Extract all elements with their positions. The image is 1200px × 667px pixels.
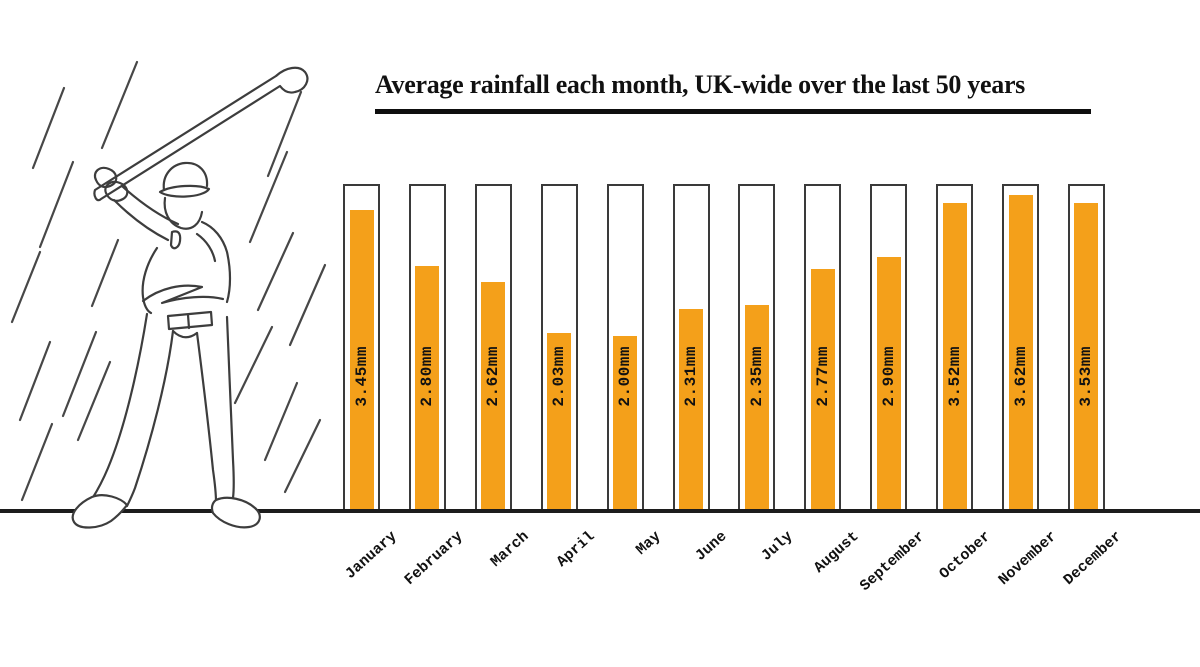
bar-fill-march	[481, 281, 506, 510]
rain-line	[76, 360, 112, 442]
bar-column-august: 2.77mm August	[804, 184, 862, 577]
bar-fill-april	[547, 333, 572, 510]
month-label: June	[692, 528, 731, 565]
rain-line	[288, 263, 327, 347]
baseline-axis	[0, 509, 1200, 513]
bar-fill-december	[1074, 202, 1099, 510]
bar-fill-may	[613, 335, 638, 510]
bar-fill-october	[942, 203, 967, 510]
month-label: March	[487, 528, 533, 571]
golfer-cap	[162, 161, 209, 192]
month-label: April	[553, 528, 599, 571]
golfer-torso	[141, 246, 159, 315]
bar-fill-january	[349, 209, 374, 510]
bar-value-label: 3.52mm	[945, 346, 964, 407]
bar-value-label: 2.35mm	[747, 346, 766, 407]
title-underline	[375, 109, 1091, 114]
golfer-belt	[166, 310, 214, 331]
golf-club	[93, 66, 309, 202]
golfer-sleeve	[195, 232, 217, 263]
bar-value-label: 2.03mm	[550, 346, 569, 407]
bar-column-july: 2.35mm July	[738, 184, 796, 565]
golfer-leg	[195, 331, 218, 504]
golfer-leg	[125, 329, 175, 508]
golfer-shoe	[71, 494, 129, 529]
bar-fill-june	[679, 308, 704, 510]
rain-line	[266, 90, 303, 178]
rain-lines	[10, 60, 327, 502]
golfer-collar	[169, 230, 182, 250]
golfer-cap-brim	[158, 184, 211, 198]
rain-line	[233, 325, 274, 405]
month-label: September	[856, 528, 929, 595]
rain-line	[248, 150, 289, 244]
bar-value-label: 3.62mm	[1011, 346, 1030, 407]
bar-column-march: 2.62mm March	[474, 184, 533, 571]
golfer-arm	[120, 184, 180, 226]
bar-value-label: 2.62mm	[484, 346, 503, 407]
golfer-hand	[104, 180, 129, 202]
bar-value-label: 2.80mm	[418, 346, 437, 407]
bar-value-label: 2.31mm	[682, 346, 701, 407]
golfer-shoe	[210, 496, 261, 529]
rain-line	[18, 340, 52, 422]
golfer-leg	[90, 312, 149, 501]
rain-line	[10, 250, 42, 324]
month-label: May	[633, 528, 665, 559]
golfer-belt-buckle	[186, 313, 191, 330]
month-label: October	[935, 528, 995, 583]
rain-line	[256, 231, 295, 312]
chart-title: Average rainfall each month, UK-wide ove…	[375, 70, 1025, 99]
rain-line	[20, 422, 54, 502]
rain-line	[38, 160, 75, 249]
rain-line	[31, 86, 66, 170]
golfer-hand	[93, 166, 118, 189]
bar-fill-july	[744, 305, 769, 510]
bar-column-december: 3.53mm December	[1061, 184, 1126, 589]
bar-fill-september	[876, 257, 901, 510]
golfer-hips	[171, 329, 199, 339]
bar-value-label: 2.00mm	[616, 346, 635, 407]
bar-column-april: 2.03mm April	[540, 184, 599, 571]
bar-value-label: 2.90mm	[879, 346, 898, 407]
month-label: July	[758, 528, 797, 565]
bar-column-november: 3.62mm November	[995, 184, 1060, 589]
golfer-arm	[112, 198, 170, 242]
bar-column-october: 3.52mm October	[936, 184, 994, 583]
bar-value-label: 2.77mm	[813, 346, 832, 407]
bar-column-january: 3.45mm January	[343, 184, 401, 583]
bar-value-label: 3.53mm	[1077, 346, 1096, 407]
bar-column-may: 2.00mm May	[606, 184, 665, 559]
golfer-shirt-hem	[141, 284, 225, 305]
month-label: August	[810, 528, 863, 577]
golfer-rain-illustration	[10, 60, 327, 529]
month-label: December	[1060, 528, 1126, 589]
rain-line	[100, 60, 139, 150]
golfer-torso	[200, 220, 232, 304]
title-block: Average rainfall each month, UK-wide ove…	[375, 70, 1091, 114]
bar-column-june: 2.31mm June	[672, 184, 730, 565]
bar-column-september: 2.90mm September	[857, 184, 928, 595]
bar-fill-february	[415, 266, 440, 510]
rain-line	[283, 418, 322, 494]
rain-line	[61, 330, 98, 418]
rain-line	[90, 238, 120, 308]
bar-fill-november	[1008, 194, 1033, 510]
rain-line	[263, 381, 299, 462]
golfer-face	[163, 196, 204, 230]
month-label: November	[995, 528, 1060, 589]
bar-chart: 3.45mm January 2.80mm February 2.62mm March 2.…	[343, 184, 1126, 595]
bar-fill-august	[810, 268, 835, 510]
bar-column-february: 2.80mm February	[402, 184, 467, 589]
golfer-leg	[225, 315, 235, 500]
month-label: February	[401, 528, 467, 589]
golfer-line-art	[71, 66, 309, 529]
